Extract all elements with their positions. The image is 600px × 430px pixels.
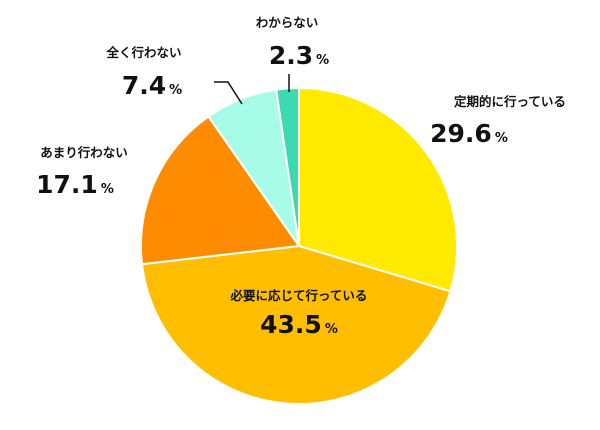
pie-slice — [140, 115, 301, 266]
slice-value-number: 7.4 — [122, 71, 166, 100]
slice-value-number: 2.3 — [269, 41, 313, 70]
slice-value-label: 43.5% — [260, 310, 338, 339]
pie-slices — [140, 86, 458, 405]
slice-value-number: 29.6 — [430, 119, 492, 148]
leader-lines — [214, 74, 290, 105]
slice-category-label: あまり行わない — [40, 145, 128, 160]
slice-value-unit: % — [169, 83, 182, 98]
slice-value-label: 29.6% — [430, 119, 508, 148]
leader-line — [214, 81, 243, 105]
slice-category-label: 全く行わない — [105, 45, 181, 60]
slice-category-label: 定期的に行っている — [453, 94, 566, 109]
slice-value-unit: % — [325, 322, 338, 337]
pie-slice — [275, 86, 300, 247]
slice-value-label: 17.1% — [36, 170, 114, 199]
pie-slice — [140, 244, 452, 405]
slice-value-label: 2.3% — [269, 41, 329, 70]
slice-value-label: 7.4% — [122, 71, 182, 100]
slice-category-label: わからない — [256, 15, 319, 30]
slice-value-unit: % — [316, 53, 329, 68]
slice-category-label: 必要に応じて行っている — [230, 288, 368, 303]
slice-value-number: 17.1 — [36, 170, 98, 199]
slice-value-number: 43.5 — [260, 310, 322, 339]
slice-labels: 定期的に行っている 29.6 % 必要に応じて行っている 43.5 % あまり行わない 17.… — [36, 15, 566, 339]
pie-slice — [298, 86, 458, 293]
slice-value-unit: % — [495, 131, 508, 146]
slice-value-unit: % — [101, 182, 114, 197]
